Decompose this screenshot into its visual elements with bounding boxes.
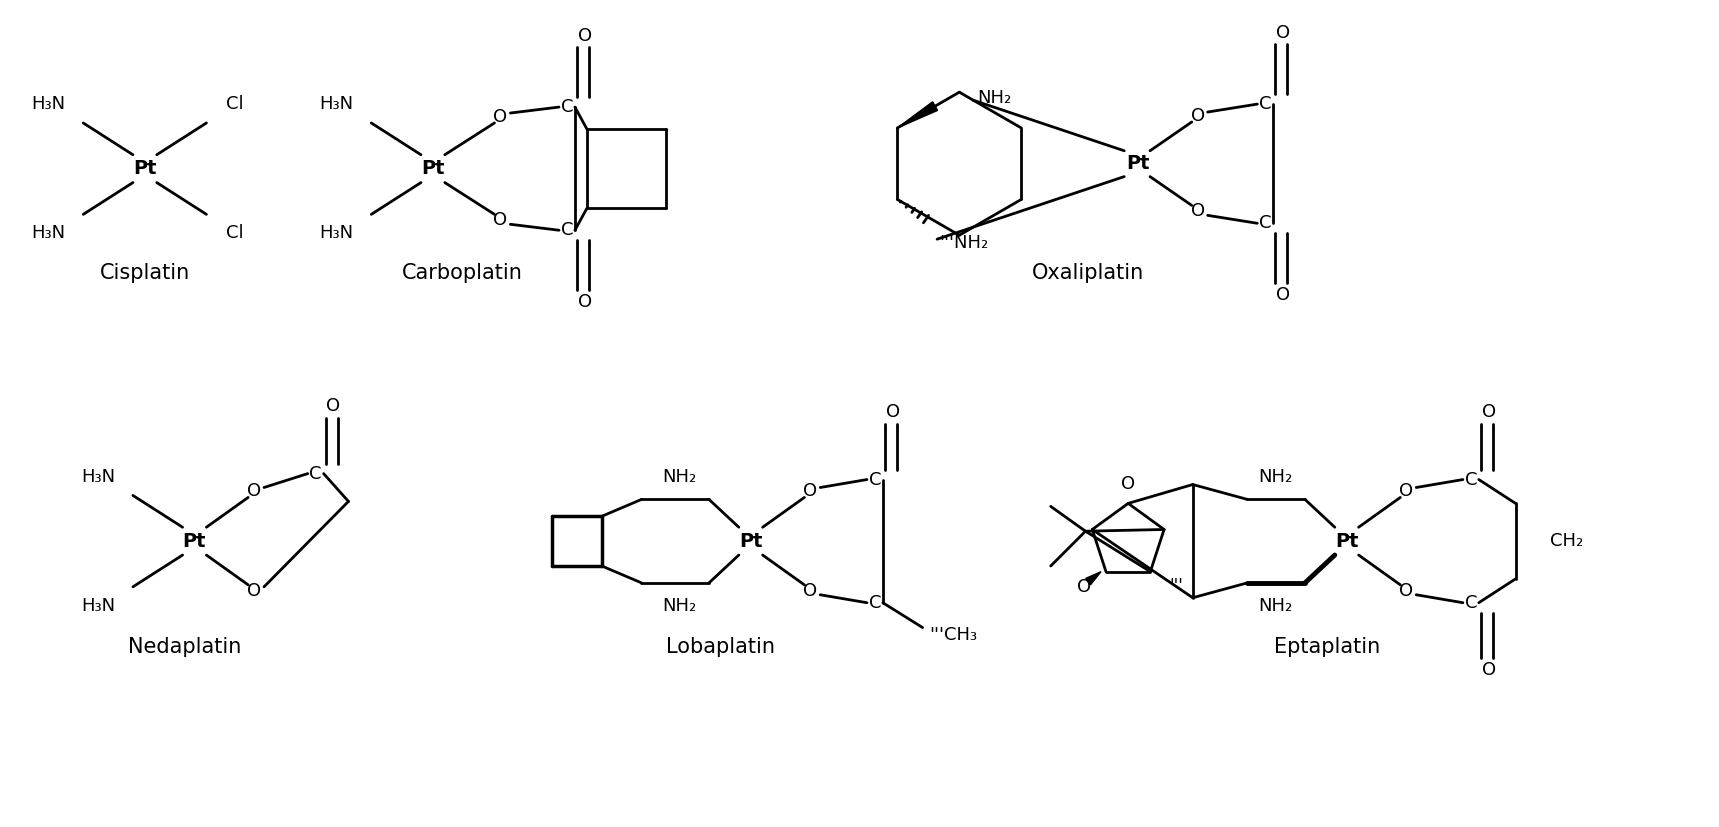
- Text: O: O: [1275, 286, 1291, 304]
- Text: O: O: [578, 293, 591, 311]
- Text: H₃N: H₃N: [320, 224, 354, 242]
- Text: O: O: [885, 403, 899, 421]
- Text: CH₂: CH₂: [1551, 532, 1583, 550]
- Text: '''CH₃: '''CH₃: [930, 625, 978, 643]
- Text: C: C: [1465, 471, 1477, 489]
- Text: C: C: [309, 465, 321, 483]
- Text: Pt: Pt: [182, 532, 206, 551]
- Text: C: C: [1258, 214, 1272, 232]
- Text: Pt: Pt: [421, 159, 445, 178]
- Text: C: C: [868, 594, 882, 612]
- Text: Nedaplatin: Nedaplatin: [127, 638, 241, 657]
- Text: Cisplatin: Cisplatin: [100, 263, 191, 283]
- Polygon shape: [897, 102, 937, 128]
- Text: Pt: Pt: [739, 532, 763, 551]
- Text: O: O: [1191, 203, 1205, 220]
- Text: Oxaliplatin: Oxaliplatin: [1033, 263, 1145, 283]
- Text: O: O: [248, 582, 261, 600]
- Text: NH₂: NH₂: [662, 467, 696, 485]
- Text: H₃N: H₃N: [31, 95, 65, 113]
- Text: Lobaplatin: Lobaplatin: [667, 638, 775, 657]
- Text: H₃N: H₃N: [81, 467, 115, 485]
- Text: H₃N: H₃N: [320, 95, 354, 113]
- Text: ''': ''': [1169, 577, 1183, 595]
- Text: O: O: [1275, 24, 1291, 41]
- Text: O: O: [803, 482, 818, 500]
- Text: Cl: Cl: [227, 224, 244, 242]
- Text: O: O: [493, 212, 507, 229]
- Text: Pt: Pt: [1336, 532, 1358, 551]
- Text: Eptaplatin: Eptaplatin: [1274, 638, 1380, 657]
- Text: '''NH₂: '''NH₂: [939, 234, 988, 252]
- Text: O: O: [1399, 582, 1413, 600]
- Text: C: C: [868, 471, 882, 489]
- Text: C: C: [1258, 95, 1272, 113]
- Text: NH₂: NH₂: [1258, 467, 1293, 485]
- Text: H₃N: H₃N: [31, 224, 65, 242]
- Text: O: O: [1399, 482, 1413, 500]
- Text: Carboplatin: Carboplatin: [402, 263, 523, 283]
- Text: H₃N: H₃N: [81, 597, 115, 614]
- Text: Pt: Pt: [1126, 154, 1150, 173]
- Text: NH₂: NH₂: [976, 89, 1011, 108]
- Text: O: O: [327, 397, 340, 415]
- Text: C: C: [560, 98, 572, 116]
- Text: Pt: Pt: [132, 159, 156, 178]
- Text: C: C: [1465, 594, 1477, 612]
- Text: O: O: [1482, 403, 1496, 421]
- Text: O: O: [578, 26, 591, 45]
- Text: O: O: [493, 108, 507, 126]
- Text: Cl: Cl: [227, 95, 244, 113]
- Text: C: C: [560, 222, 572, 239]
- Text: NH₂: NH₂: [662, 597, 696, 614]
- Polygon shape: [1086, 571, 1102, 585]
- Text: O: O: [1482, 662, 1496, 679]
- Text: O: O: [248, 482, 261, 500]
- Text: O: O: [1191, 107, 1205, 125]
- Text: NH₂: NH₂: [1258, 597, 1293, 614]
- Text: O: O: [1078, 577, 1092, 595]
- Text: O: O: [803, 582, 818, 600]
- Text: O: O: [1121, 475, 1135, 493]
